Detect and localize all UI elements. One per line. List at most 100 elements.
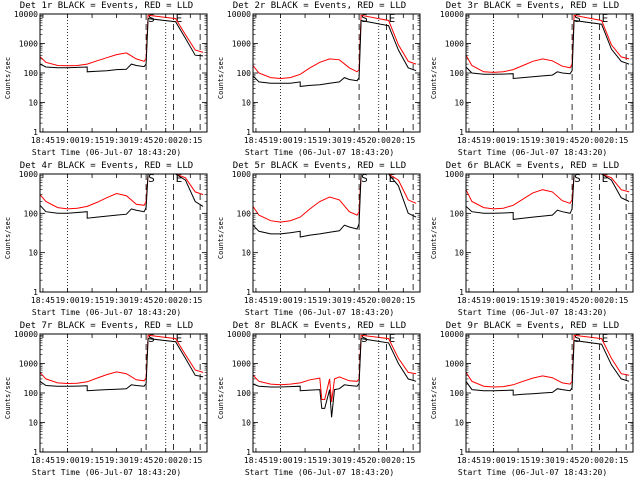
events-series-line bbox=[465, 339, 630, 396]
x-tick-label: 19:30 bbox=[318, 296, 342, 305]
x-axis-label: Start Time (06-Jul-07 18:43:20) bbox=[457, 148, 608, 157]
event-marker-label: E bbox=[389, 332, 396, 345]
x-tick-label: 19:45 bbox=[342, 456, 366, 465]
x-tick-label: 20:15 bbox=[604, 296, 628, 305]
x-tick-label: 20:00 bbox=[367, 456, 391, 465]
event-marker-label: S bbox=[574, 172, 581, 185]
plot-frame bbox=[465, 173, 634, 293]
events-series-line bbox=[252, 338, 417, 418]
y-tick-label: 10 bbox=[28, 99, 38, 108]
x-tick-label: 20:00 bbox=[580, 296, 604, 305]
y-tick-label: 10000 bbox=[227, 10, 251, 19]
y-tick-label: 100 bbox=[237, 69, 252, 78]
x-tick-label: 20:00 bbox=[367, 296, 391, 305]
x-tick-label: 19:45 bbox=[342, 136, 366, 145]
events-series-line bbox=[465, 19, 630, 80]
y-tick-label: 10000 bbox=[14, 10, 38, 19]
event-marker-label: S bbox=[361, 12, 368, 25]
detector-panel: Det 2r BLACK = Events, RED = LLD Start Ti… bbox=[213, 0, 426, 160]
y-tick-label: 1 bbox=[246, 288, 251, 297]
x-tick-label: 18:45 bbox=[31, 456, 55, 465]
events-series-line bbox=[252, 19, 417, 87]
y-tick-label: 1 bbox=[459, 288, 464, 297]
lld-series-line bbox=[465, 334, 630, 388]
x-tick-label: 19:45 bbox=[555, 136, 579, 145]
x-tick-label: 19:00 bbox=[55, 296, 79, 305]
detector-panel: Det 6r BLACK = Events, RED = LLD Start Ti… bbox=[426, 160, 639, 320]
x-tick-label: 18:45 bbox=[31, 136, 55, 145]
y-tick-label: 1000 bbox=[232, 40, 251, 49]
chart-title: Det 9r BLACK = Events, RED = LLD bbox=[445, 321, 620, 331]
x-axis-label: Start Time (06-Jul-07 18:43:20) bbox=[31, 308, 182, 317]
chart-title: Det 2r BLACK = Events, RED = LLD bbox=[232, 1, 407, 11]
x-tick-label: 20:00 bbox=[580, 136, 604, 145]
y-tick-label: 10 bbox=[28, 419, 38, 428]
x-tick-label: 18:45 bbox=[244, 296, 268, 305]
x-tick-label: 19:30 bbox=[105, 296, 129, 305]
x-tick-label: 20:15 bbox=[178, 136, 202, 145]
x-tick-label: 20:15 bbox=[391, 456, 415, 465]
y-tick-label: 100 bbox=[450, 209, 465, 218]
x-tick-label: 19:15 bbox=[80, 296, 104, 305]
y-tick-label: 1000 bbox=[19, 360, 38, 369]
event-marker-label: S bbox=[574, 12, 581, 25]
y-tick-label: 10 bbox=[454, 249, 464, 258]
detector-panel: Det 1r BLACK = Events, RED = LLD Start Ti… bbox=[0, 0, 213, 160]
event-marker-label: E bbox=[602, 332, 609, 345]
x-tick-label: 18:45 bbox=[244, 456, 268, 465]
event-marker-label: E bbox=[176, 12, 183, 25]
x-tick-label: 20:15 bbox=[391, 136, 415, 145]
lld-series-line bbox=[252, 14, 417, 80]
x-tick-label: 19:00 bbox=[55, 136, 79, 145]
y-tick-label: 10 bbox=[241, 249, 251, 258]
y-tick-label: 1 bbox=[33, 448, 38, 457]
x-tick-label: 19:00 bbox=[481, 136, 505, 145]
chart-title: Det 8r BLACK = Events, RED = LLD bbox=[232, 321, 407, 331]
y-tick-label: 100 bbox=[450, 69, 465, 78]
y-tick-label: 100 bbox=[450, 389, 465, 398]
x-tick-label: 19:15 bbox=[293, 456, 317, 465]
chart-title: Det 4r BLACK = Events, RED = LLD bbox=[19, 161, 194, 171]
detector-panel: Det 5r BLACK = Events, RED = LLD Start Ti… bbox=[213, 160, 426, 320]
event-marker-label: E bbox=[602, 12, 609, 25]
x-tick-label: 19:15 bbox=[80, 456, 104, 465]
y-tick-label: 100 bbox=[24, 209, 39, 218]
x-tick-label: 19:45 bbox=[555, 456, 579, 465]
event-marker-label: S bbox=[574, 332, 581, 345]
x-tick-label: 18:45 bbox=[31, 296, 55, 305]
x-tick-label: 19:30 bbox=[318, 136, 342, 145]
x-tick-label: 20:15 bbox=[178, 456, 202, 465]
x-tick-label: 19:00 bbox=[268, 136, 292, 145]
plot-frame bbox=[252, 13, 421, 133]
chart-title: Det 5r BLACK = Events, RED = LLD bbox=[232, 161, 407, 171]
x-tick-label: 18:45 bbox=[457, 456, 481, 465]
detector-panel: Det 4r BLACK = Events, RED = LLD Start Ti… bbox=[0, 160, 213, 320]
y-tick-label: 10000 bbox=[440, 330, 464, 339]
x-tick-label: 18:45 bbox=[244, 136, 268, 145]
y-tick-label: 10 bbox=[454, 419, 464, 428]
lld-series-line bbox=[39, 14, 204, 67]
x-axis-label: Start Time (06-Jul-07 18:43:20) bbox=[31, 148, 182, 157]
y-tick-label: 100 bbox=[24, 389, 39, 398]
y-tick-label: 1000 bbox=[232, 360, 251, 369]
plot-frame bbox=[252, 173, 421, 293]
x-tick-label: 20:00 bbox=[154, 296, 178, 305]
event-marker-label: E bbox=[176, 332, 183, 345]
x-tick-label: 19:00 bbox=[481, 296, 505, 305]
x-tick-label: 20:00 bbox=[154, 456, 178, 465]
event-marker-label: E bbox=[602, 172, 609, 185]
x-tick-label: 19:30 bbox=[531, 136, 555, 145]
detector-panel: Det 3r BLACK = Events, RED = LLD Start Ti… bbox=[426, 0, 639, 160]
x-tick-label: 20:15 bbox=[604, 456, 628, 465]
y-tick-label: 10 bbox=[454, 99, 464, 108]
event-marker-label: S bbox=[361, 332, 368, 345]
x-tick-label: 19:30 bbox=[105, 456, 129, 465]
chart-title: Det 3r BLACK = Events, RED = LLD bbox=[445, 1, 620, 11]
chart-title: Det 6r BLACK = Events, RED = LLD bbox=[445, 161, 620, 171]
x-tick-label: 19:15 bbox=[293, 296, 317, 305]
